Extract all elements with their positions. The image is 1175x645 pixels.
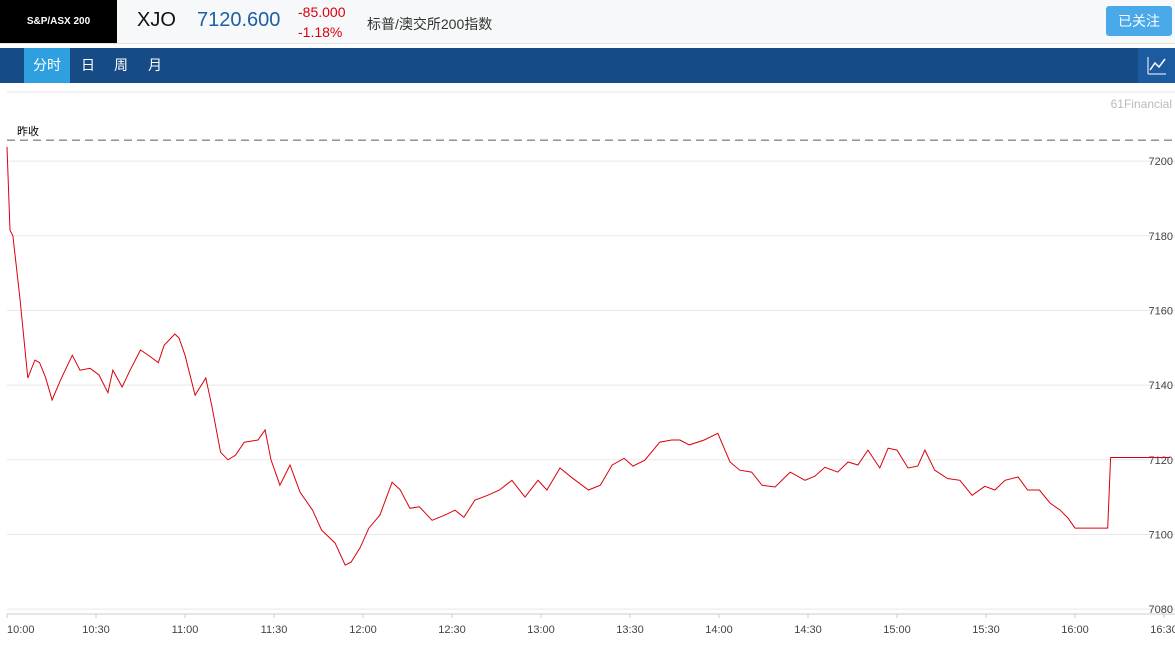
prev-close-label: 昨收 <box>17 124 39 138</box>
tab[interactable]: 分时 <box>24 48 70 83</box>
header: S&P/ASX 200 XJO 7120.600 -85.000 -1.18% … <box>0 0 1175 44</box>
y-tick-label: 7140 <box>1149 380 1173 392</box>
x-tick-label: 11:30 <box>261 624 288 636</box>
chart-icon[interactable] <box>1138 48 1175 83</box>
price-line <box>6 146 1170 566</box>
x-tick-label: 15:30 <box>972 624 1000 636</box>
change: -85.000 <box>298 4 346 20</box>
x-tick-label: 12:00 <box>349 624 377 636</box>
x-tick-label: 13:30 <box>616 624 644 636</box>
x-tick-label: 16:00 <box>1061 624 1089 636</box>
x-tick-label: 14:30 <box>794 624 822 636</box>
index-name: 标普/澳交所200指数 <box>367 16 493 32</box>
x-tick-label: 13:00 <box>527 624 555 636</box>
x-tick-label: 14:00 <box>705 624 733 636</box>
y-tick-label: 7080 <box>1149 604 1173 616</box>
y-tick-label: 7200 <box>1149 156 1173 168</box>
y-tick-label: 7100 <box>1149 529 1173 541</box>
y-tick-label: 7120 <box>1149 455 1173 467</box>
tab[interactable]: 周 <box>114 57 128 73</box>
y-tick-label: 7160 <box>1149 305 1173 317</box>
x-tick-label: 10:30 <box>82 624 110 636</box>
tab[interactable]: 日 <box>81 57 95 73</box>
x-tick-label: 16:30 <box>1150 624 1175 636</box>
x-tick-label: 12:30 <box>438 624 466 636</box>
tab[interactable]: 月 <box>148 57 162 73</box>
y-tick-label: 7180 <box>1149 231 1173 243</box>
x-tick-label: 10:00 <box>7 624 35 636</box>
logo: S&P/ASX 200 <box>0 0 117 43</box>
price: 7120.600 <box>197 9 281 31</box>
follow-button[interactable]: 已关注 <box>1106 6 1172 36</box>
watermark: 61Financial <box>1111 97 1172 111</box>
x-tick-label: 15:00 <box>883 624 911 636</box>
nav-bar: 分时 日 周 月 <box>0 48 1175 83</box>
change-pct: -1.18% <box>298 24 343 40</box>
icon <box>1147 57 1166 75</box>
chart: 61Financial 7080 7100 7120 7140 7160 7180 7200… <box>6 91 1175 636</box>
symbol: XJO <box>137 9 176 31</box>
x-tick-label: 11:00 <box>172 624 199 636</box>
